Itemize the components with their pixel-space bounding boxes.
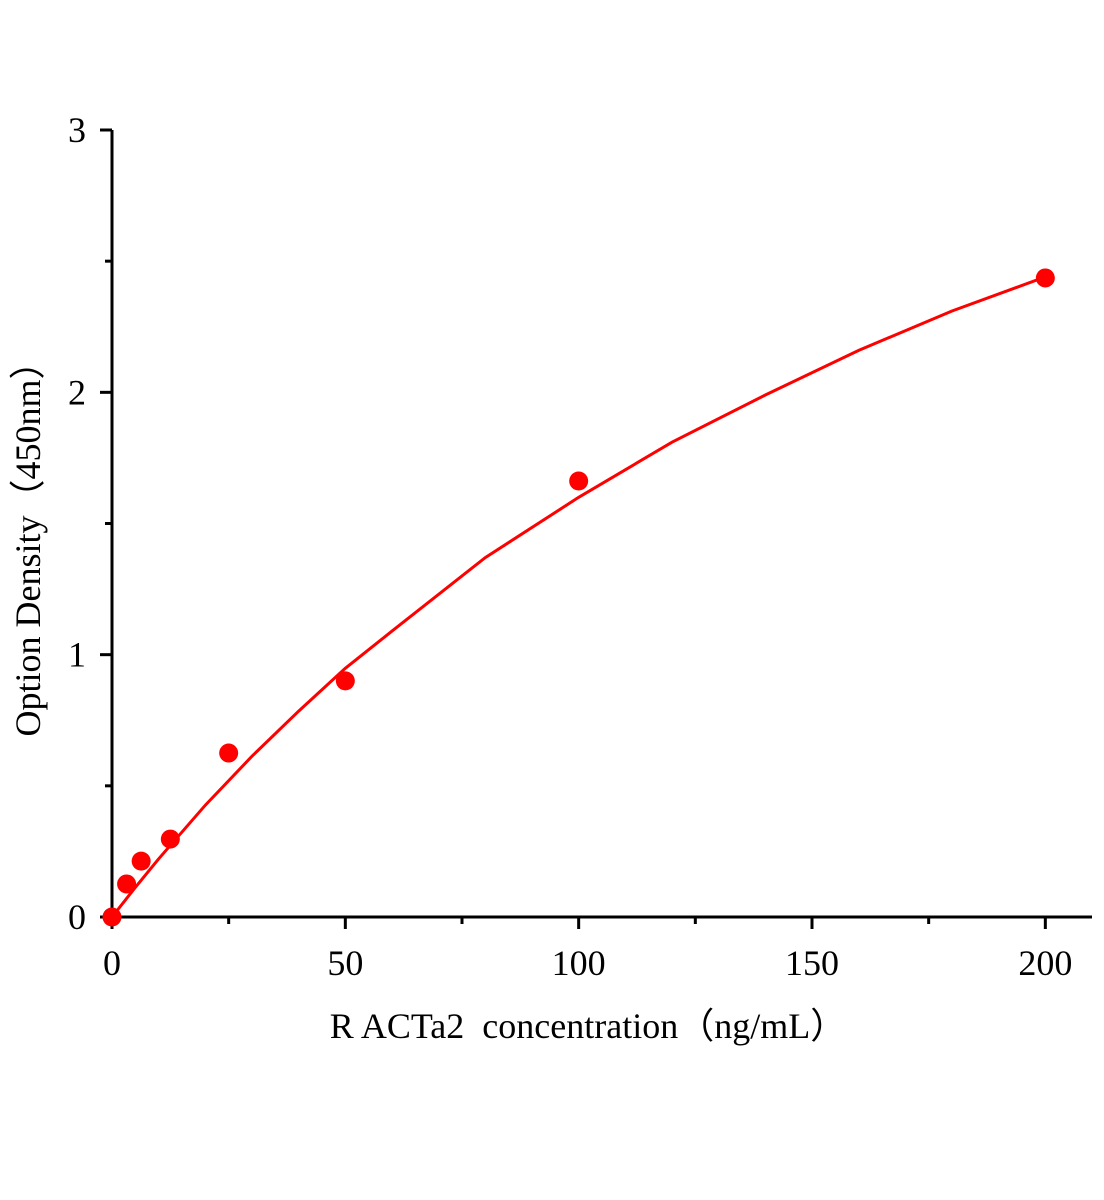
x-tick-label: 200	[1018, 943, 1072, 983]
data-point	[569, 471, 589, 491]
x-tick-label: 0	[103, 943, 121, 983]
x-tick-label: 50	[327, 943, 363, 983]
data-point	[102, 907, 122, 927]
x-tick-label: 150	[785, 943, 839, 983]
data-point	[131, 851, 151, 871]
x-tick-label: 100	[552, 943, 606, 983]
data-point	[1035, 268, 1055, 288]
ticks	[100, 128, 1047, 929]
y-tick-label: 1	[68, 635, 86, 675]
x-axis-label: R ACTa2 concentration（ng/mL）	[330, 1006, 846, 1046]
y-axis-label: Option Density（450nm）	[8, 344, 48, 737]
x-tick-labels: 0 50 100 150 200	[103, 943, 1072, 983]
y-tick-label: 2	[68, 372, 86, 412]
fit-curve	[110, 275, 1046, 918]
data-point	[160, 829, 180, 849]
axes	[110, 130, 1092, 919]
y-tick-label: 0	[68, 897, 86, 937]
data-point	[219, 743, 239, 763]
data-point	[117, 874, 137, 894]
data-points	[102, 268, 1055, 927]
y-tick-labels: 0 1 2 3	[68, 110, 86, 937]
data-point	[335, 671, 355, 691]
y-tick-label: 3	[68, 110, 86, 150]
